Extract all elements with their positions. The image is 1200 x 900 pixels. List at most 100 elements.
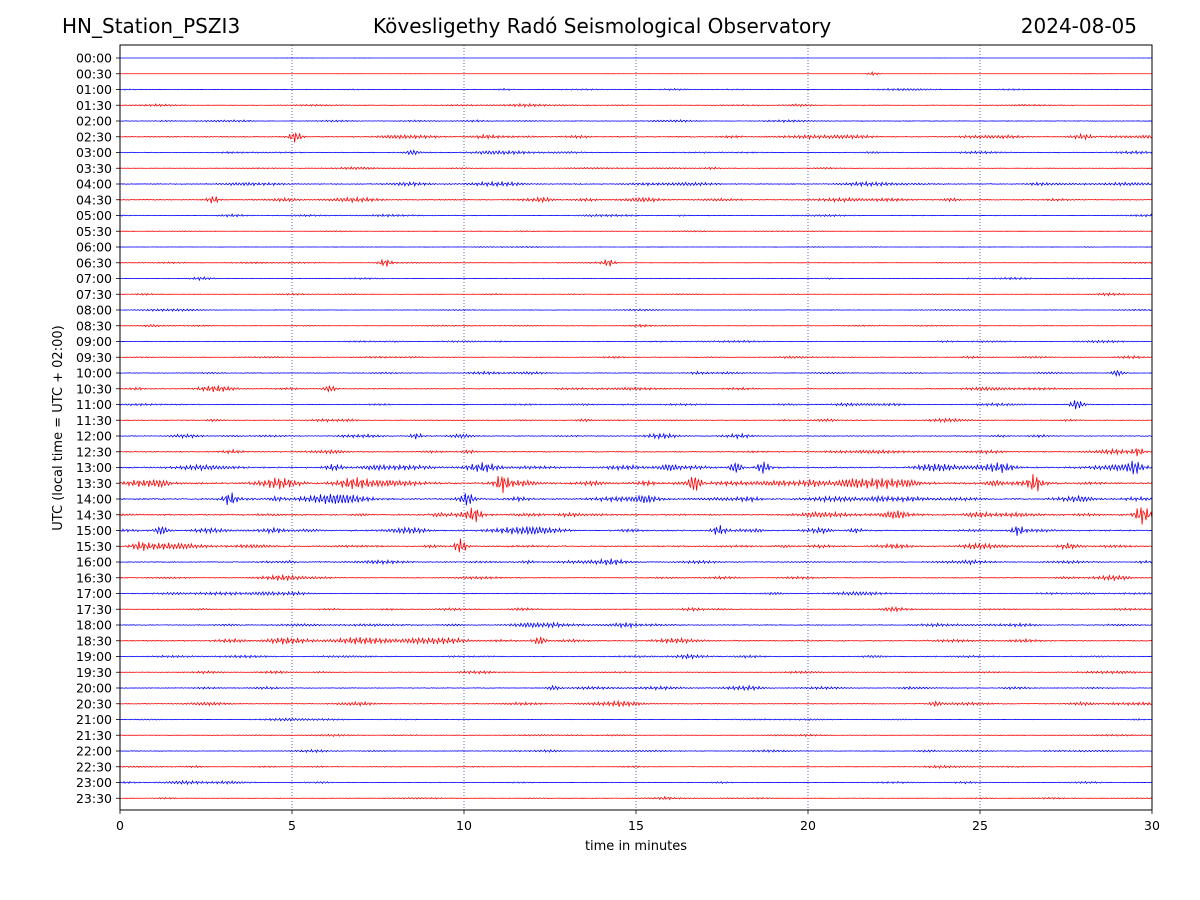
x-axis: 0 5 10 15 20 25 30	[116, 810, 1160, 833]
x-tick-label: 15	[628, 818, 644, 833]
chart-title: Kövesligethy Radó Seismological Observat…	[373, 14, 832, 38]
y-tick-label: 10:00	[76, 366, 112, 381]
trace-0430	[119, 195, 1153, 204]
y-tick-label: 16:00	[76, 555, 112, 570]
y-tick-label: 00:30	[76, 66, 112, 81]
y-tick-label: 08:00	[76, 303, 112, 318]
x-tick-label: 25	[972, 818, 988, 833]
y-tick-label: 03:00	[76, 145, 112, 160]
trace-1500	[119, 525, 1153, 536]
y-tick-label: 01:00	[76, 82, 112, 97]
y-tick-label: 17:30	[76, 602, 112, 617]
y-tick-label: 20:30	[76, 696, 112, 711]
y-tick-label: 09:30	[76, 350, 112, 365]
trace-2200	[119, 748, 1153, 754]
y-tick-label: 10:30	[76, 381, 112, 396]
trace-1200	[119, 432, 1153, 440]
y-tick-label: 18:00	[76, 618, 112, 633]
trace-1530	[119, 538, 1152, 553]
chart-date: 2024-08-05	[1020, 14, 1137, 38]
y-tick-label: 13:00	[76, 460, 112, 475]
y-tick-label: 07:00	[76, 271, 112, 286]
trace-1800	[119, 621, 1153, 629]
trace-0330	[120, 166, 1153, 171]
trace-0130	[119, 102, 1153, 109]
trace-0230	[119, 132, 1153, 143]
trace-1230	[119, 447, 1153, 457]
y-tick-label: 23:30	[76, 791, 112, 806]
trace-2330	[119, 795, 1153, 801]
trace-1100	[119, 400, 1153, 410]
y-tick-label: 12:30	[76, 444, 112, 459]
trace-1600	[119, 557, 1153, 566]
trace-1300	[119, 460, 1153, 475]
trace-1830	[119, 636, 1153, 646]
grid-lines	[291, 45, 981, 810]
trace-1630	[119, 573, 1153, 582]
y-tick-label: 21:30	[76, 728, 112, 743]
y-tick-label: 16:30	[76, 570, 112, 585]
y-tick-label: 02:00	[76, 114, 112, 129]
y-tick-label: 03:30	[76, 161, 112, 176]
trace-1430	[119, 507, 1153, 525]
y-tick-label: 15:00	[76, 523, 112, 538]
trace-2030	[119, 699, 1153, 708]
y-tick-label: 23:00	[76, 775, 112, 790]
x-tick-label: 0	[116, 818, 124, 833]
y-tick-label: 14:00	[76, 492, 112, 507]
trace-0100	[119, 87, 1153, 92]
y-tick-label: 21:00	[76, 712, 112, 727]
trace-1000	[119, 369, 1153, 377]
trace-1400	[119, 492, 1153, 506]
y-tick-label: 06:00	[76, 240, 112, 255]
y-tick-label: 01:30	[76, 98, 112, 113]
y-tick-label: 13:30	[76, 476, 112, 491]
x-axis-label: time in minutes	[585, 839, 687, 854]
y-tick-label: 15:30	[76, 539, 112, 554]
trace-0030	[120, 71, 1153, 77]
trace-1130	[119, 417, 1153, 424]
trace-1330	[119, 474, 1153, 494]
trace-0730	[119, 291, 1153, 297]
trace-1900	[119, 653, 1153, 660]
y-tick-label: 06:30	[76, 255, 112, 270]
trace-0500	[119, 213, 1153, 218]
trace-0630	[119, 258, 1153, 267]
trace-2230	[119, 764, 1153, 770]
traces	[119, 57, 1153, 801]
trace-0200	[119, 119, 1153, 124]
trace-1030	[119, 384, 1153, 393]
trace-1700	[119, 590, 1153, 597]
y-tick-label: 05:30	[76, 224, 112, 239]
y-tick-label: 22:30	[76, 759, 112, 774]
y-tick-label: 11:00	[76, 397, 112, 412]
x-tick-label: 20	[800, 818, 816, 833]
trace-0830	[119, 323, 1153, 328]
trace-0800	[119, 308, 1153, 312]
trace-2100	[119, 717, 1153, 722]
y-tick-label: 19:00	[76, 649, 112, 664]
y-tick-label: 04:00	[76, 177, 112, 192]
y-tick-label: 14:30	[76, 507, 112, 522]
y-tick-label: 04:30	[76, 192, 112, 207]
trace-2300	[119, 779, 1153, 786]
y-tick-label: 02:30	[76, 129, 112, 144]
y-tick-label: 20:00	[76, 681, 112, 696]
trace-0530	[119, 230, 1153, 233]
y-tick-label: 00:00	[76, 51, 112, 66]
y-tick-label: 22:00	[76, 744, 112, 759]
y-axis: 00:0000:3001:0001:3002:0002:3003:0003:30…	[76, 51, 120, 806]
trace-0600	[119, 245, 1153, 249]
y-tick-label: 09:00	[76, 334, 112, 349]
y-tick-label: 19:30	[76, 665, 112, 680]
trace-0900	[119, 339, 1153, 344]
trace-2000	[119, 684, 1153, 692]
trace-0930	[119, 355, 1153, 360]
trace-1930	[119, 669, 1153, 675]
trace-1730	[119, 605, 1153, 613]
x-tick-label: 30	[1144, 818, 1160, 833]
trace-0700	[119, 276, 1153, 282]
y-tick-label: 08:30	[76, 318, 112, 333]
y-tick-label: 07:30	[76, 287, 112, 302]
